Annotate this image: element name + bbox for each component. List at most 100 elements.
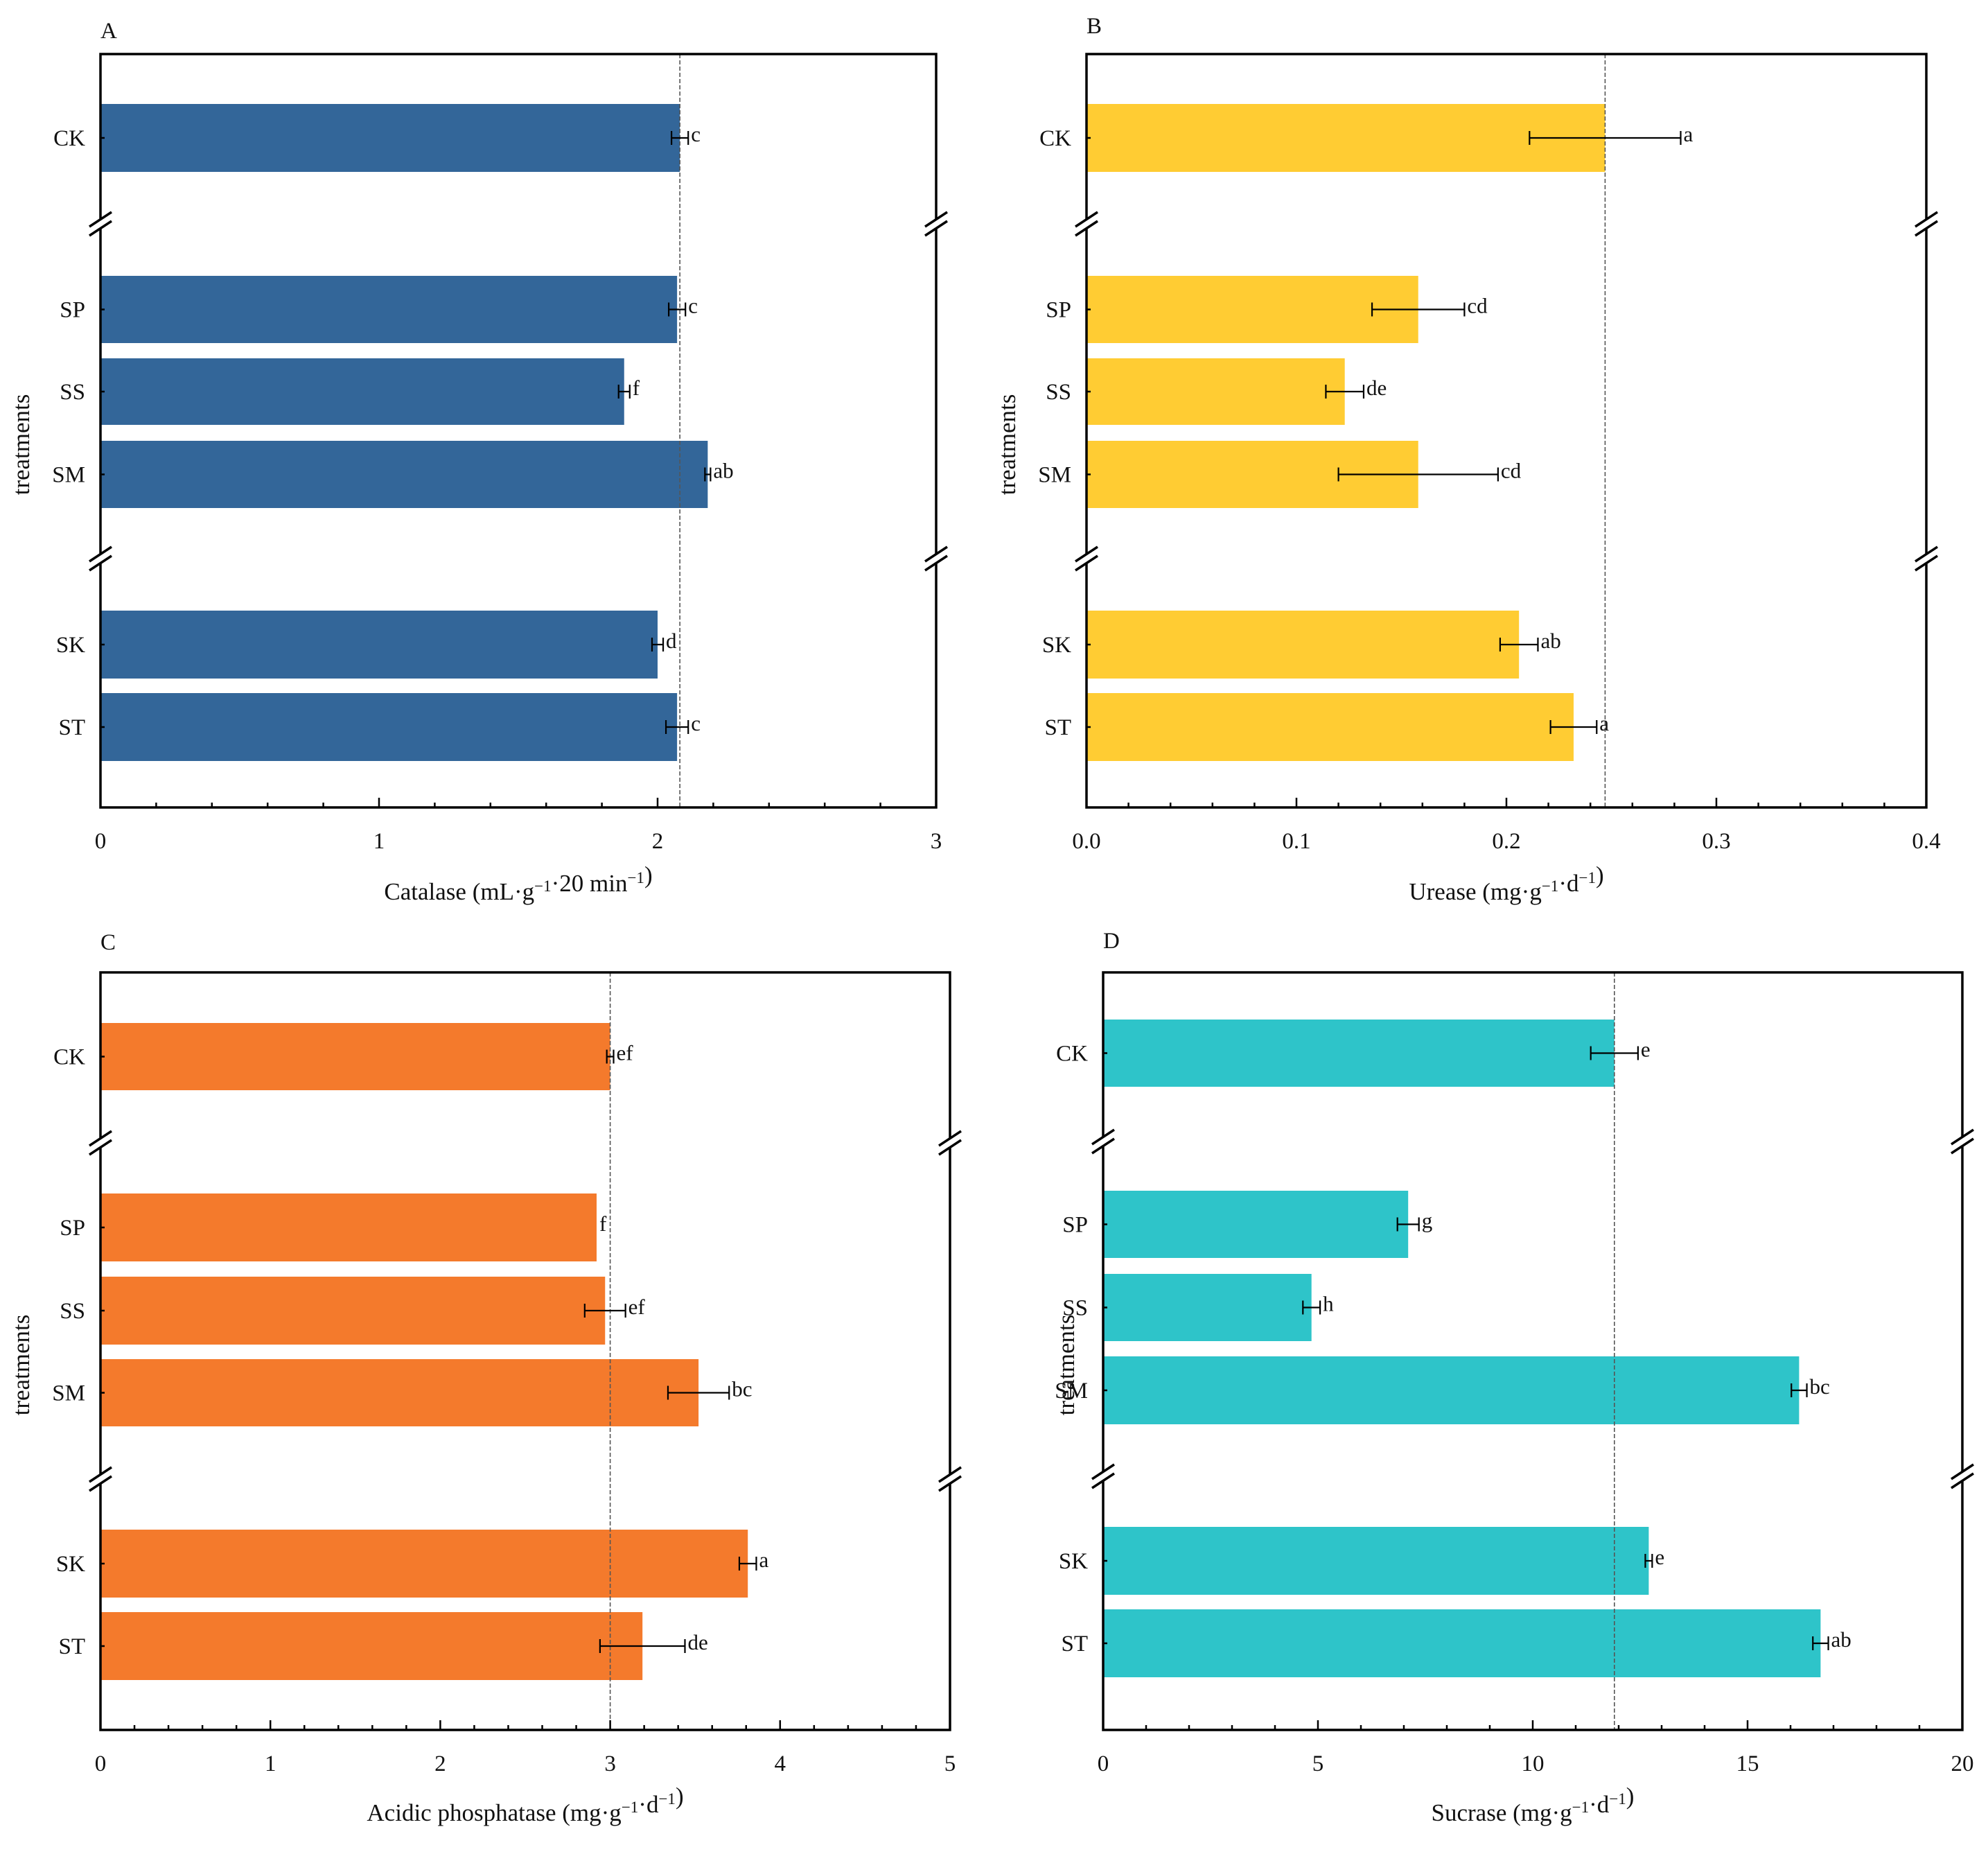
significance-letter: f: [599, 1212, 607, 1236]
error-bar-sm: [1791, 1383, 1808, 1397]
y-tick-label: SS: [60, 1299, 85, 1324]
y-tick-label: ST: [1061, 1632, 1088, 1656]
y-tick-label: SM: [1055, 1379, 1088, 1403]
significance-letter: ab: [1831, 1627, 1851, 1652]
bar-sm: [100, 1359, 699, 1426]
bar-ss: [1103, 1274, 1312, 1341]
y-tick-label: SS: [1046, 380, 1071, 405]
bar-sk: [100, 1530, 748, 1598]
panel-label: B: [1087, 14, 1102, 39]
panel-label: C: [100, 930, 116, 955]
bar-ck: [100, 1023, 610, 1090]
x-tick-label: 3: [604, 1751, 616, 1776]
y-tick-label: SS: [1062, 1296, 1088, 1321]
significance-letter: cd: [1467, 294, 1488, 318]
significance-letter: f: [633, 376, 640, 400]
axis-break-mark: [1951, 1463, 1974, 1489]
bar-sp: [100, 276, 678, 343]
bar-sk: [100, 611, 658, 679]
significance-letter: a: [759, 1548, 768, 1572]
axis-break-mark: [1915, 545, 1938, 572]
error-bar-ck: [1590, 1046, 1639, 1060]
error-bar-ck: [1529, 131, 1682, 145]
y-tick-label: CK: [53, 1045, 85, 1070]
y-tick-label: SK: [56, 1552, 85, 1577]
bar-ss: [1087, 358, 1345, 425]
x-tick-label: 4: [775, 1751, 786, 1776]
error-bar-ss: [1302, 1300, 1321, 1315]
significance-letter: ab: [1540, 629, 1560, 653]
chart-panel-d: De g h bc e ab CK SP SS SM SK ST 0 5 10 15 20 Sucrase (mg…: [1053, 929, 1974, 1826]
y-tick-label: ST: [1044, 715, 1071, 740]
bar-sk: [1087, 611, 1520, 679]
bar-st: [100, 693, 678, 761]
x-tick-label: 1: [373, 829, 385, 854]
x-tick-label: 0: [95, 829, 107, 854]
x-tick-label: 3: [931, 829, 942, 854]
x-tick-label: 5: [1312, 1751, 1324, 1776]
panel-label: A: [100, 19, 117, 44]
error-bar-sm: [704, 467, 712, 482]
x-tick-label: 0: [95, 1751, 107, 1776]
chart-panel-a: Ac c f ab d c CK SP SS SM SK ST 0 1 2 3 Catalase (mL·g−1…: [8, 19, 948, 905]
error-bar-st: [665, 720, 689, 734]
bar-st: [100, 1612, 643, 1680]
error-bar-sm: [667, 1385, 730, 1400]
bar-st: [1087, 693, 1574, 761]
y-tick-label: ST: [58, 1634, 85, 1659]
y-tick-label: CK: [1039, 126, 1071, 151]
y-tick-label: SM: [1038, 463, 1071, 488]
axis-break-mark: [1091, 1463, 1115, 1489]
x-tick-label: 0.3: [1702, 829, 1730, 854]
significance-letter: a: [1683, 122, 1693, 146]
error-bar-sp: [1396, 1217, 1420, 1232]
bar-sk: [1103, 1527, 1649, 1595]
x-axis-title: Catalase (mL·g−1·20 min−1): [384, 862, 652, 905]
chart-panel-c: Cef f ef bc a de CK SP SS SM SK ST 0 1 2 3 4 5 Acidic phos…: [8, 930, 962, 1826]
axis-break-mark: [89, 211, 112, 237]
axis-break-mark: [89, 545, 112, 572]
axis-break-mark: [89, 1130, 112, 1156]
y-tick-label: CK: [53, 126, 85, 151]
x-tick-label: 2: [652, 829, 664, 854]
x-tick-label: 1: [265, 1751, 276, 1776]
axis-break-mark: [1075, 211, 1098, 237]
significance-letter: de: [1366, 376, 1387, 400]
y-tick-label: SS: [60, 380, 85, 405]
significance-letter: e: [1641, 1038, 1651, 1062]
error-bar-sk: [1499, 638, 1539, 651]
axis-break-mark: [89, 1466, 112, 1492]
bar-sp: [100, 1193, 597, 1261]
x-tick-label: 0: [1098, 1751, 1109, 1776]
bar-sm: [100, 441, 708, 508]
error-bar-ss: [617, 385, 631, 399]
bar-sm: [1103, 1356, 1800, 1424]
y-tick-label: SK: [1059, 1549, 1088, 1574]
significance-letter: e: [1655, 1545, 1664, 1569]
significance-letter: bc: [732, 1377, 752, 1401]
y-tick-label: SM: [52, 463, 85, 488]
error-bar-st: [1549, 720, 1598, 734]
bar-ck: [1087, 104, 1606, 172]
x-axis-title: Urease (mg·g−1·d−1): [1409, 862, 1603, 905]
axis-break-mark: [1915, 211, 1938, 237]
chart-panel-b: Ba cd de cd ab a CK SP SS SM SK ST 0.0 0.1 0.2 0.3 0.4 Ur…: [994, 14, 1941, 905]
plot-frame: [99, 971, 951, 1731]
significance-letter: c: [691, 122, 701, 146]
y-tick-label: SP: [60, 1216, 85, 1241]
significance-letter: c: [688, 294, 698, 318]
x-axis-title: Sucrase (mg·g−1·d−1): [1432, 1783, 1635, 1826]
error-bar-sp: [667, 302, 687, 317]
significance-letter: ab: [713, 459, 733, 483]
x-tick-label: 0.4: [1912, 829, 1940, 854]
bar-sp: [1087, 276, 1418, 343]
x-tick-label: 15: [1736, 1751, 1759, 1776]
x-tick-label: 0.0: [1072, 829, 1100, 854]
y-tick-label: SK: [1042, 633, 1071, 658]
error-bar-sk: [738, 1557, 757, 1571]
error-bar-sk: [1644, 1554, 1653, 1568]
axis-break-mark: [924, 545, 948, 572]
y-tick-label: CK: [1056, 1042, 1088, 1067]
significance-letter: h: [1323, 1292, 1334, 1316]
error-bar-sk: [651, 638, 665, 651]
